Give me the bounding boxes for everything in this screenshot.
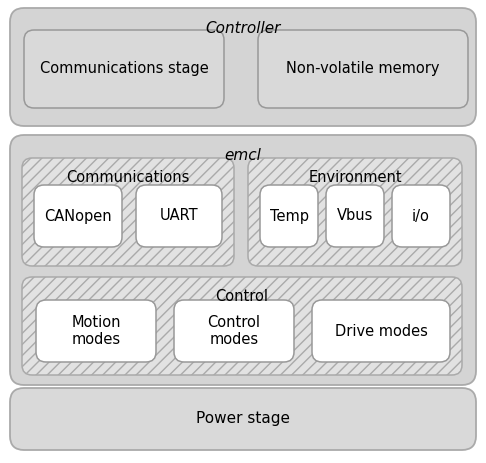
FancyBboxPatch shape: [258, 30, 468, 108]
FancyBboxPatch shape: [260, 185, 318, 247]
FancyBboxPatch shape: [10, 8, 476, 126]
FancyBboxPatch shape: [22, 158, 234, 266]
FancyBboxPatch shape: [10, 135, 476, 385]
FancyBboxPatch shape: [22, 277, 462, 375]
Text: Control: Control: [215, 289, 268, 304]
Text: Power stage: Power stage: [196, 412, 290, 426]
Text: UART: UART: [160, 208, 198, 224]
Text: Controller: Controller: [205, 21, 281, 36]
Text: Drive modes: Drive modes: [334, 324, 428, 338]
FancyBboxPatch shape: [326, 185, 384, 247]
Text: Control
modes: Control modes: [208, 315, 260, 347]
FancyBboxPatch shape: [312, 300, 450, 362]
FancyBboxPatch shape: [392, 185, 450, 247]
FancyBboxPatch shape: [10, 388, 476, 450]
FancyBboxPatch shape: [34, 185, 122, 247]
FancyBboxPatch shape: [136, 185, 222, 247]
Text: Environment: Environment: [308, 170, 402, 185]
Text: CANopen: CANopen: [44, 208, 112, 224]
Text: Motion
modes: Motion modes: [71, 315, 121, 347]
FancyBboxPatch shape: [248, 158, 462, 266]
FancyBboxPatch shape: [24, 30, 224, 108]
FancyBboxPatch shape: [36, 300, 156, 362]
Text: Communications stage: Communications stage: [40, 62, 208, 76]
Text: emcl: emcl: [225, 148, 261, 163]
Text: Non-volatile memory: Non-volatile memory: [286, 62, 440, 76]
Text: Communications: Communications: [66, 170, 190, 185]
Text: Vbus: Vbus: [337, 208, 373, 224]
FancyBboxPatch shape: [174, 300, 294, 362]
Text: i/o: i/o: [412, 208, 430, 224]
Text: Temp: Temp: [270, 208, 309, 224]
